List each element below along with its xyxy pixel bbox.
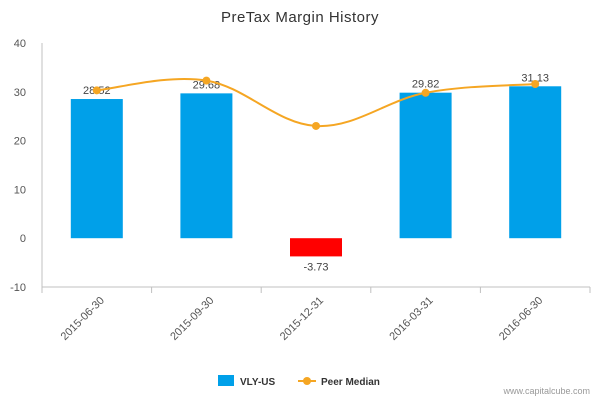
legend: VLY-US Peer Median [218, 375, 380, 388]
bar-2015-12-31 [290, 238, 342, 257]
y-tick-label: 20 [14, 136, 26, 148]
legend-swatch-peer-median-marker [303, 377, 311, 385]
bar-data-label: 31.13 [521, 72, 549, 84]
bar-2016-03-31 [399, 92, 452, 239]
credit-text: www.capitalcube.com [502, 386, 590, 396]
peer-median-series-line [96, 77, 536, 127]
x-axis-ticks: 2015-06-30 2015-09-30 2015-12-31 2016-03-31… [59, 295, 546, 343]
y-axis-ticks: -10 0 10 20 30 40 [10, 38, 26, 294]
x-tick-label: 2016-03-31 [387, 295, 435, 343]
peer-median-point-2015-06-30 [92, 86, 101, 95]
peer-median-point-2015-09-30 [202, 76, 211, 85]
bar-2015-09-30 [180, 93, 233, 239]
peer-median-point-2016-06-30 [531, 79, 540, 88]
y-tick-label: 40 [14, 38, 26, 50]
peer-median-point-2016-03-31 [421, 88, 430, 97]
bars [70, 86, 562, 257]
axes [41, 43, 591, 293]
legend-label-peer-median: Peer Median [321, 377, 380, 388]
y-tick-label: 0 [20, 233, 26, 245]
y-tick-label: -10 [10, 282, 26, 294]
bar-2015-06-30 [70, 99, 123, 239]
bar-2016-06-30 [509, 86, 562, 239]
peer-median-line [92, 76, 540, 130]
chart-title: PreTax Margin History [221, 9, 379, 26]
y-tick-label: 10 [14, 184, 26, 196]
legend-swatch-vly-us [218, 375, 234, 386]
bar-data-label: 29.82 [412, 79, 440, 91]
peer-median-point-2015-12-31 [312, 121, 320, 130]
x-tick-label: 2016-06-30 [497, 295, 545, 343]
x-tick-label: 2015-06-30 [59, 295, 107, 343]
x-tick-label: 2015-09-30 [168, 295, 216, 343]
x-tick-label: 2015-12-31 [278, 295, 326, 343]
y-tick-label: 30 [14, 87, 26, 99]
legend-label-vly-us: VLY-US [240, 377, 276, 388]
bar-data-label: -3.73 [303, 261, 328, 273]
